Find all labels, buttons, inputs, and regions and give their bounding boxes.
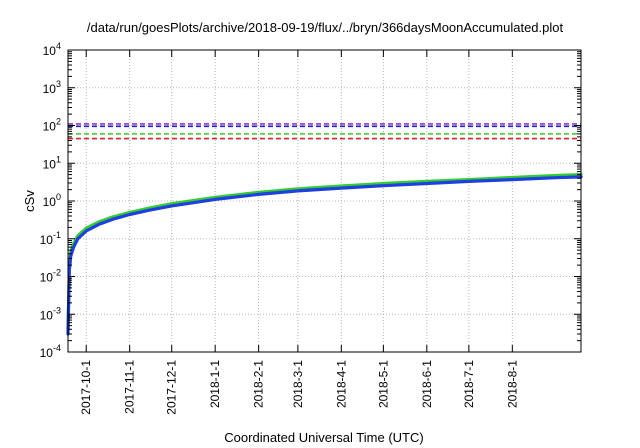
y-tick-label: 103 [43, 79, 61, 96]
x-tick-label: 2017-12-1 [165, 360, 179, 415]
y-tick-label: 10-1 [40, 230, 61, 247]
y-tick-label: 104 [43, 41, 61, 58]
y-tick-label: 10-3 [40, 305, 61, 322]
series-line [66, 175, 583, 336]
x-tick-label: 2018-5-1 [376, 360, 390, 408]
x-tick-label: 2018-8-1 [505, 360, 519, 408]
x-tick-label: 2018-1-1 [208, 360, 222, 408]
x-tick-label: 2018-2-1 [252, 360, 266, 408]
x-axis: 2017-10-1 2017-11-1 2017-12-1 2018-1-1 2018-… [79, 50, 519, 415]
x-tick-label: 2017-10-1 [79, 360, 93, 415]
x-tick-label: 2017-11-1 [123, 360, 137, 414]
y-axis: 10-4 10-3 10-2 10-1 100 101 102 103 104 [40, 41, 581, 360]
x-tick-label: 2018-6-1 [420, 360, 434, 408]
y-tick-label: 10-2 [40, 268, 61, 285]
chart-title: /data/run/goesPlots/archive/2018-09-19/f… [87, 20, 564, 35]
x-tick-label: 2018-7-1 [462, 360, 476, 408]
x-axis-label: Coordinated Universal Time (UTC) [224, 430, 423, 445]
y-axis-label: cSv [22, 190, 37, 212]
reference-lines [68, 123, 581, 140]
series-layer [66, 173, 583, 336]
x-tick-label: 2018-4-1 [334, 360, 348, 408]
y-tick-label: 100 [43, 192, 61, 209]
x-tick-label: 2018-3-1 [291, 360, 305, 408]
y-tick-label: 10-4 [40, 343, 61, 360]
y-tick-label: 102 [43, 117, 61, 134]
y-tick-label: 101 [43, 154, 61, 171]
